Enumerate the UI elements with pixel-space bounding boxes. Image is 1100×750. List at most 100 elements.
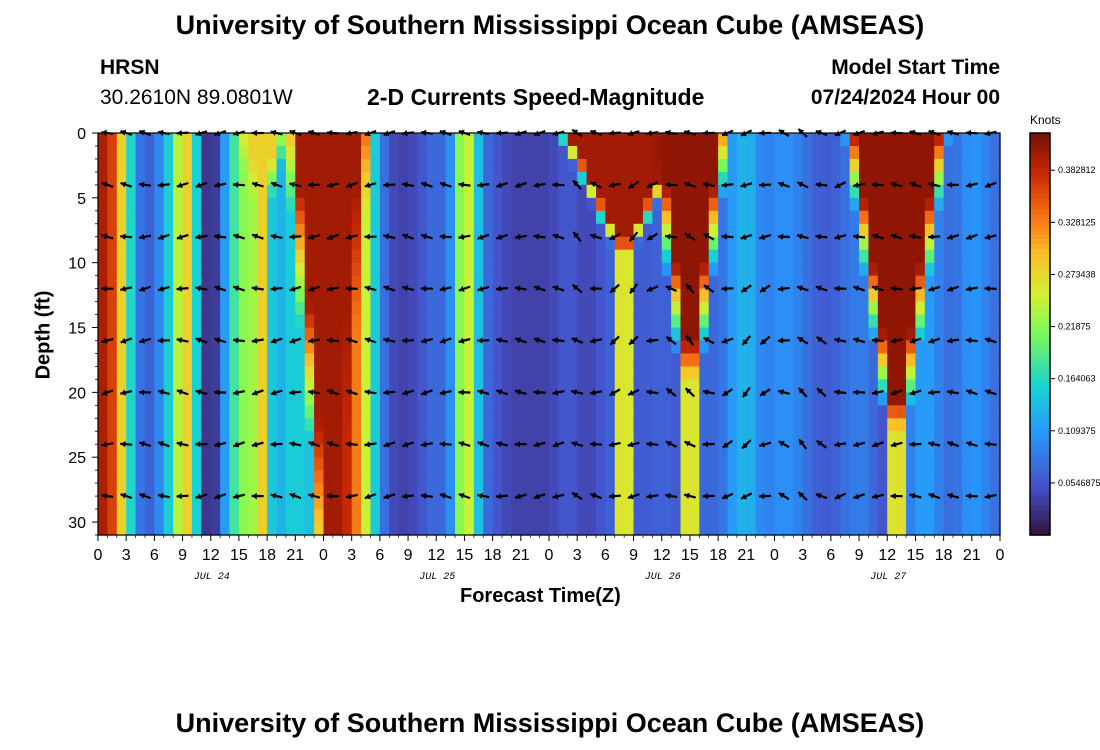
heat-cell <box>981 275 992 290</box>
heat-cell <box>671 327 682 342</box>
colorbar-band <box>1030 334 1050 340</box>
heat-cell <box>191 327 202 342</box>
heat-cell <box>426 301 437 316</box>
heat-cell <box>877 353 888 368</box>
heat-cell <box>379 366 390 380</box>
heat-cell <box>455 210 466 225</box>
heat-cell <box>906 431 917 445</box>
heat-cell <box>314 483 325 497</box>
current-arrow <box>289 389 302 396</box>
heat-cell <box>990 522 1001 536</box>
heat-cell <box>144 158 155 173</box>
heat-cell <box>990 431 1001 445</box>
heat-cell <box>577 145 588 160</box>
heat-cell <box>408 249 419 264</box>
heat-cell <box>783 158 794 173</box>
heat-cell <box>220 392 231 406</box>
heat-cell <box>746 444 757 458</box>
heat-cell <box>934 496 945 510</box>
colorbar-band <box>1030 158 1050 164</box>
heat-cell <box>783 314 794 329</box>
colorbar-band <box>1030 379 1050 385</box>
heat-cell <box>812 444 823 458</box>
heat-cell <box>680 158 691 173</box>
heat-cell <box>849 405 860 419</box>
current-arrow <box>157 337 170 344</box>
heat-cell <box>304 444 315 458</box>
colorbar-band <box>1030 349 1050 355</box>
heat-cell <box>455 418 466 432</box>
heat-cell <box>642 496 653 510</box>
colorbar-band <box>1030 138 1050 144</box>
colorbar-band <box>1030 263 1050 270</box>
heat-cell <box>859 197 870 212</box>
heat-cell <box>530 327 541 342</box>
heat-cell <box>483 444 494 458</box>
heat-cell <box>746 223 757 238</box>
heat-cell <box>642 522 653 536</box>
heat-cell <box>436 262 447 277</box>
colorbar-band <box>1030 303 1050 310</box>
current-arrow <box>834 285 847 292</box>
current-arrow <box>439 233 452 240</box>
heat-cell <box>840 379 851 393</box>
heat-cell <box>793 236 804 251</box>
current-arrow <box>533 285 546 292</box>
heat-cell <box>408 197 419 212</box>
heat-cell <box>652 249 663 264</box>
heat-cell <box>229 288 240 303</box>
heat-cell <box>830 314 841 329</box>
heat-cell <box>906 496 917 510</box>
heat-cell <box>248 171 259 186</box>
current-arrow <box>138 337 152 344</box>
current-arrow <box>627 388 640 396</box>
heat-cell <box>859 457 870 471</box>
heat-cell <box>586 444 597 458</box>
current-arrow <box>383 389 396 396</box>
heat-cell <box>426 223 437 238</box>
heat-cell <box>708 392 719 406</box>
heat-cell <box>483 145 494 160</box>
heat-cell <box>962 301 973 316</box>
current-arrow <box>890 493 903 500</box>
heat-cell <box>370 522 381 536</box>
heat-cell <box>492 405 503 419</box>
heat-cell <box>567 158 578 173</box>
heat-cell <box>718 249 729 264</box>
heat-cell <box>887 366 898 380</box>
heat-cell <box>642 236 653 251</box>
heat-cell <box>718 457 729 471</box>
heat-cell <box>220 171 231 186</box>
heat-cell <box>812 145 823 160</box>
heat-cell <box>408 431 419 445</box>
heat-cell <box>351 353 362 368</box>
heat-cell <box>746 483 757 497</box>
heat-cell <box>408 353 419 368</box>
colorbar-band <box>1030 288 1050 295</box>
heat-cell <box>962 184 973 199</box>
heat-cell <box>981 496 992 510</box>
heat-cell <box>98 262 108 277</box>
heat-cell <box>661 470 672 484</box>
heat-cell <box>257 133 268 147</box>
current-arrow <box>702 336 715 345</box>
heat-cell <box>483 197 494 212</box>
current-arrow <box>909 492 922 499</box>
heat-cell <box>793 483 804 497</box>
heat-cell <box>633 171 644 186</box>
heat-cell <box>285 184 296 199</box>
heat-cell <box>248 392 259 406</box>
heat-cell <box>210 418 221 432</box>
heat-cell <box>652 223 663 238</box>
heat-cell <box>877 379 888 393</box>
heat-cell <box>699 379 710 393</box>
heat-cell <box>558 236 569 251</box>
current-arrow <box>326 337 340 344</box>
heat-cell <box>953 223 964 238</box>
current-arrow <box>157 285 170 292</box>
heat-cell <box>652 262 663 277</box>
current-arrow <box>590 181 602 189</box>
heat-cell <box>868 470 879 484</box>
heat-cell <box>877 223 888 238</box>
heat-cell <box>736 509 747 523</box>
